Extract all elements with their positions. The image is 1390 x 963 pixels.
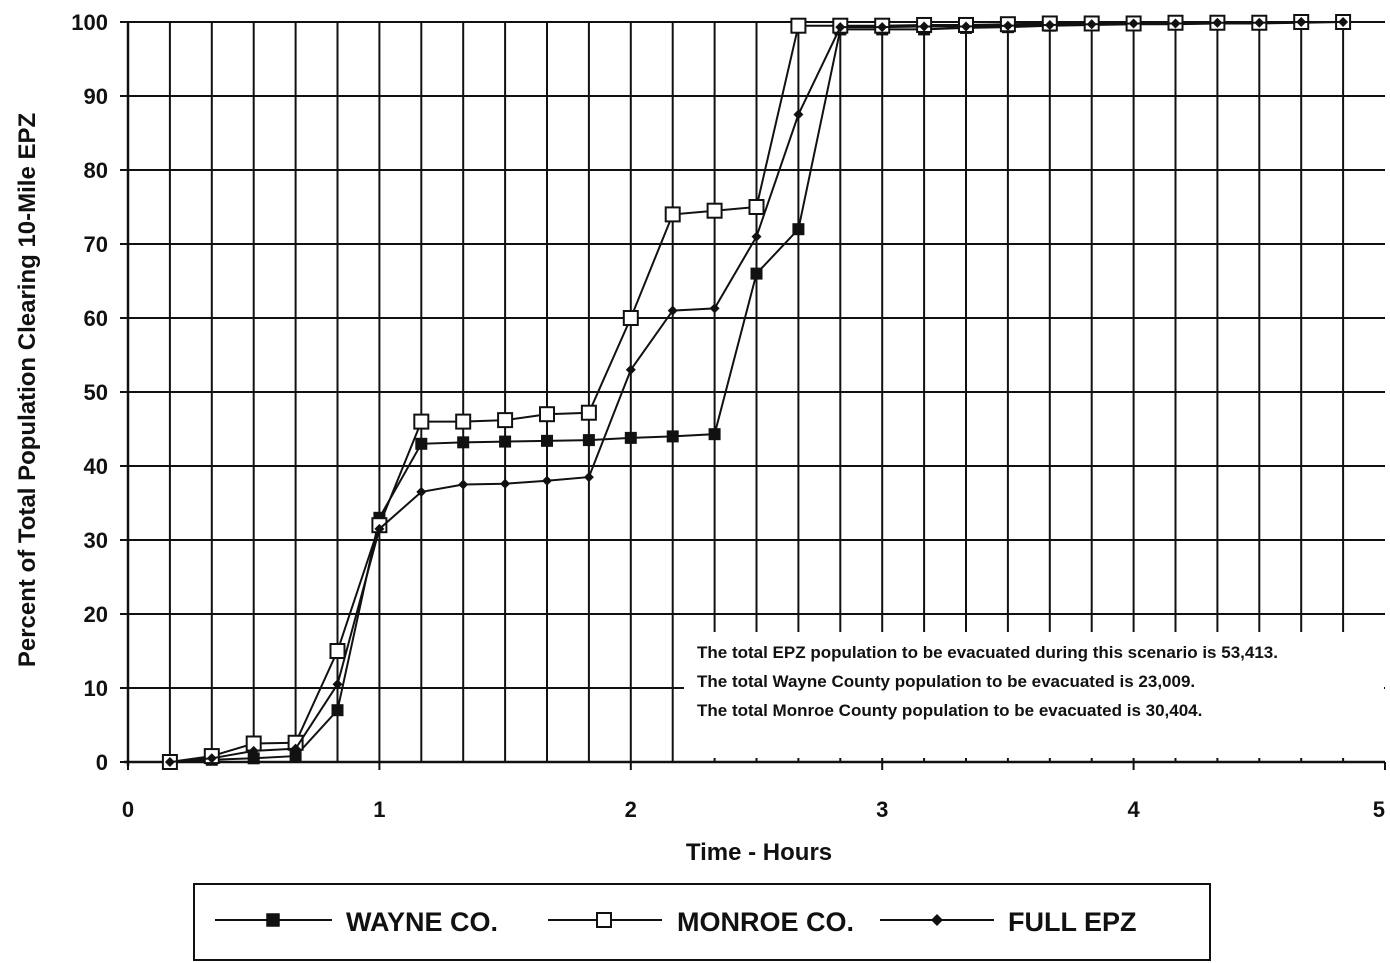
- y-tick-label: 90: [84, 84, 108, 109]
- y-axis-title: Percent of Total Population Clearing 10-…: [14, 113, 41, 667]
- data-point-full-epz: [667, 305, 678, 316]
- y-tick-label: 30: [84, 528, 108, 553]
- data-point-full-epz: [793, 109, 804, 120]
- data-point-full-epz: [835, 22, 846, 33]
- legend-marker-wayne: [266, 913, 280, 927]
- y-tick-label: 100: [71, 10, 108, 35]
- legend-label-full-epz: FULL EPZ: [1008, 907, 1137, 937]
- data-point-wayne-co: [289, 750, 302, 763]
- data-point-full-epz: [500, 478, 511, 489]
- y-tick-label: 20: [84, 602, 108, 627]
- series-layer: [161, 14, 1352, 770]
- data-point-full-epz: [625, 364, 636, 375]
- data-point-full-epz: [919, 21, 930, 32]
- legend-box: [193, 883, 1211, 961]
- data-point-wayne-co: [792, 223, 805, 236]
- data-point-monroe-co: [706, 202, 723, 219]
- data-point-full-epz: [709, 303, 720, 314]
- data-point-full-epz: [332, 679, 343, 690]
- y-tick-label: 80: [84, 158, 108, 183]
- data-point-wayne-co: [415, 437, 428, 450]
- data-point-full-epz: [374, 523, 385, 534]
- x-tick-label: 5: [1373, 797, 1385, 822]
- x-tick-label: 4: [1127, 797, 1140, 822]
- data-point-wayne-co: [750, 267, 763, 280]
- legend-label-wayne: WAYNE CO.: [346, 907, 498, 937]
- legend-marker-monroe: [596, 912, 612, 928]
- data-point-full-epz: [1086, 19, 1097, 30]
- x-tick-label: 0: [122, 797, 134, 822]
- data-point-full-epz: [1170, 18, 1181, 29]
- plot-frame: [124, 22, 1385, 766]
- data-point-wayne-co: [331, 704, 344, 717]
- data-point-full-epz: [1212, 17, 1223, 28]
- annotation-box: [684, 632, 1384, 758]
- data-point-full-epz: [416, 486, 427, 497]
- x-axis-title: Time - Hours: [686, 839, 832, 866]
- x-tick-label: 3: [876, 797, 888, 822]
- data-point-wayne-co: [541, 434, 554, 447]
- x-tick-label: 1: [373, 797, 385, 822]
- data-point-monroe-co: [580, 404, 597, 421]
- data-point-monroe-co: [497, 412, 514, 429]
- y-tick-label: 70: [84, 232, 108, 257]
- data-point-wayne-co: [582, 434, 595, 447]
- data-point-monroe-co: [664, 206, 681, 223]
- data-point-wayne-co: [624, 431, 637, 444]
- data-point-full-epz: [248, 745, 259, 756]
- data-point-wayne-co: [666, 430, 679, 443]
- data-point-wayne-co: [499, 435, 512, 448]
- data-point-full-epz: [206, 753, 217, 764]
- data-point-wayne-co: [247, 752, 260, 765]
- annotation-line-2: The total Wayne County population to be …: [697, 672, 1195, 691]
- data-point-monroe-co: [329, 643, 346, 659]
- data-point-full-epz: [1128, 18, 1139, 29]
- y-tick-label: 10: [84, 676, 108, 701]
- data-point-full-epz: [877, 22, 888, 33]
- data-point-monroe-co: [455, 413, 472, 430]
- legend-label-monroe: MONROE CO.: [677, 907, 854, 937]
- data-point-full-epz: [960, 21, 971, 32]
- legend-marker-full-epz: [931, 914, 943, 926]
- data-point-full-epz: [542, 475, 553, 486]
- annotation-line-1: The total EPZ population to be evacuated…: [697, 643, 1278, 662]
- data-point-full-epz: [1296, 17, 1307, 27]
- data-point-monroe-co: [622, 310, 639, 326]
- x-axis-ticks: 0 1 2 3 4 5: [122, 762, 1386, 822]
- x-tick-label: 2: [625, 797, 637, 822]
- data-point-full-epz: [1338, 17, 1349, 27]
- data-point-full-epz: [751, 231, 762, 242]
- data-point-full-epz: [290, 743, 301, 754]
- legend: WAYNE CO. MONROE CO. FULL EPZ: [193, 883, 1211, 961]
- data-point-wayne-co: [457, 436, 470, 449]
- data-point-full-epz: [1254, 17, 1265, 28]
- data-point-monroe-co: [790, 17, 807, 34]
- data-point-wayne-co: [708, 428, 721, 441]
- annotation-line-3: The total Monroe County population to be…: [697, 701, 1202, 720]
- data-point-full-epz: [458, 479, 469, 490]
- data-point-full-epz: [164, 757, 175, 767]
- y-tick-label: 60: [84, 306, 108, 331]
- y-tick-label: 50: [84, 380, 108, 405]
- y-tick-label: 0: [96, 750, 108, 775]
- y-axis-ticks: 0 10 20 30 40 50 60 70 80 90 100: [71, 10, 128, 775]
- data-point-full-epz: [583, 472, 594, 483]
- data-point-monroe-co: [413, 413, 430, 430]
- data-point-full-epz: [1002, 20, 1013, 31]
- data-point-full-epz: [1044, 19, 1055, 30]
- series-full-epz: [164, 17, 1349, 767]
- data-point-monroe-co: [748, 199, 765, 215]
- y-tick-label: 40: [84, 454, 108, 479]
- data-point-monroe-co: [539, 406, 556, 423]
